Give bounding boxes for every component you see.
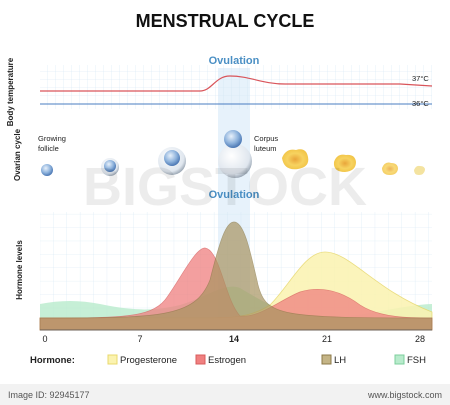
legend-label: FSH bbox=[407, 355, 426, 366]
site: www.bigstock.com bbox=[367, 390, 442, 400]
axis-label: Hormone levels bbox=[15, 240, 24, 300]
legend-label: LH bbox=[334, 355, 346, 366]
legend-swatch bbox=[394, 354, 405, 365]
day-tick: 14 bbox=[229, 334, 239, 344]
day-tick: 21 bbox=[322, 334, 332, 344]
legend: Hormone: Progesterone Estrogen LH FSH bbox=[30, 354, 426, 366]
day-tick: 0 bbox=[42, 334, 47, 344]
legend-label: Estrogen bbox=[208, 355, 246, 366]
temperature-line bbox=[40, 75, 433, 92]
footer-bar bbox=[0, 384, 450, 405]
luteum-label: Corpus bbox=[254, 134, 278, 143]
title: MENSTRUAL CYCLE bbox=[136, 11, 315, 31]
temp-high-label: 37°C bbox=[412, 74, 429, 83]
temperature-grid bbox=[40, 65, 432, 109]
legend-swatch bbox=[195, 354, 206, 365]
follicle-label: Growing bbox=[38, 134, 66, 143]
legend-swatch bbox=[321, 354, 332, 365]
day-tick: 28 bbox=[415, 334, 425, 344]
ovulation-label: Ovulation bbox=[209, 55, 260, 67]
axis-label-line: Body temperature bbox=[6, 57, 15, 126]
follicles bbox=[41, 130, 425, 178]
legend-label: Progesterone bbox=[120, 355, 177, 366]
luteum-label: luteum bbox=[254, 144, 277, 153]
image-id: Image ID: 92945177 bbox=[8, 390, 90, 400]
hormone-curves bbox=[39, 221, 433, 331]
day-tick: 7 bbox=[137, 334, 142, 344]
legend-title: Hormone: bbox=[30, 355, 75, 366]
axis-label: Ovarian cycle bbox=[13, 128, 22, 181]
axis-label: Body temperature bbox=[6, 57, 15, 126]
ovulation-label: Ovulation bbox=[209, 189, 260, 201]
follicle-label: follicle bbox=[38, 144, 59, 153]
legend-swatch bbox=[107, 354, 118, 365]
lh-curve bbox=[39, 221, 433, 331]
temp-low-label: 36°C bbox=[412, 99, 429, 108]
watermark: BIGSTOCK bbox=[83, 157, 367, 217]
